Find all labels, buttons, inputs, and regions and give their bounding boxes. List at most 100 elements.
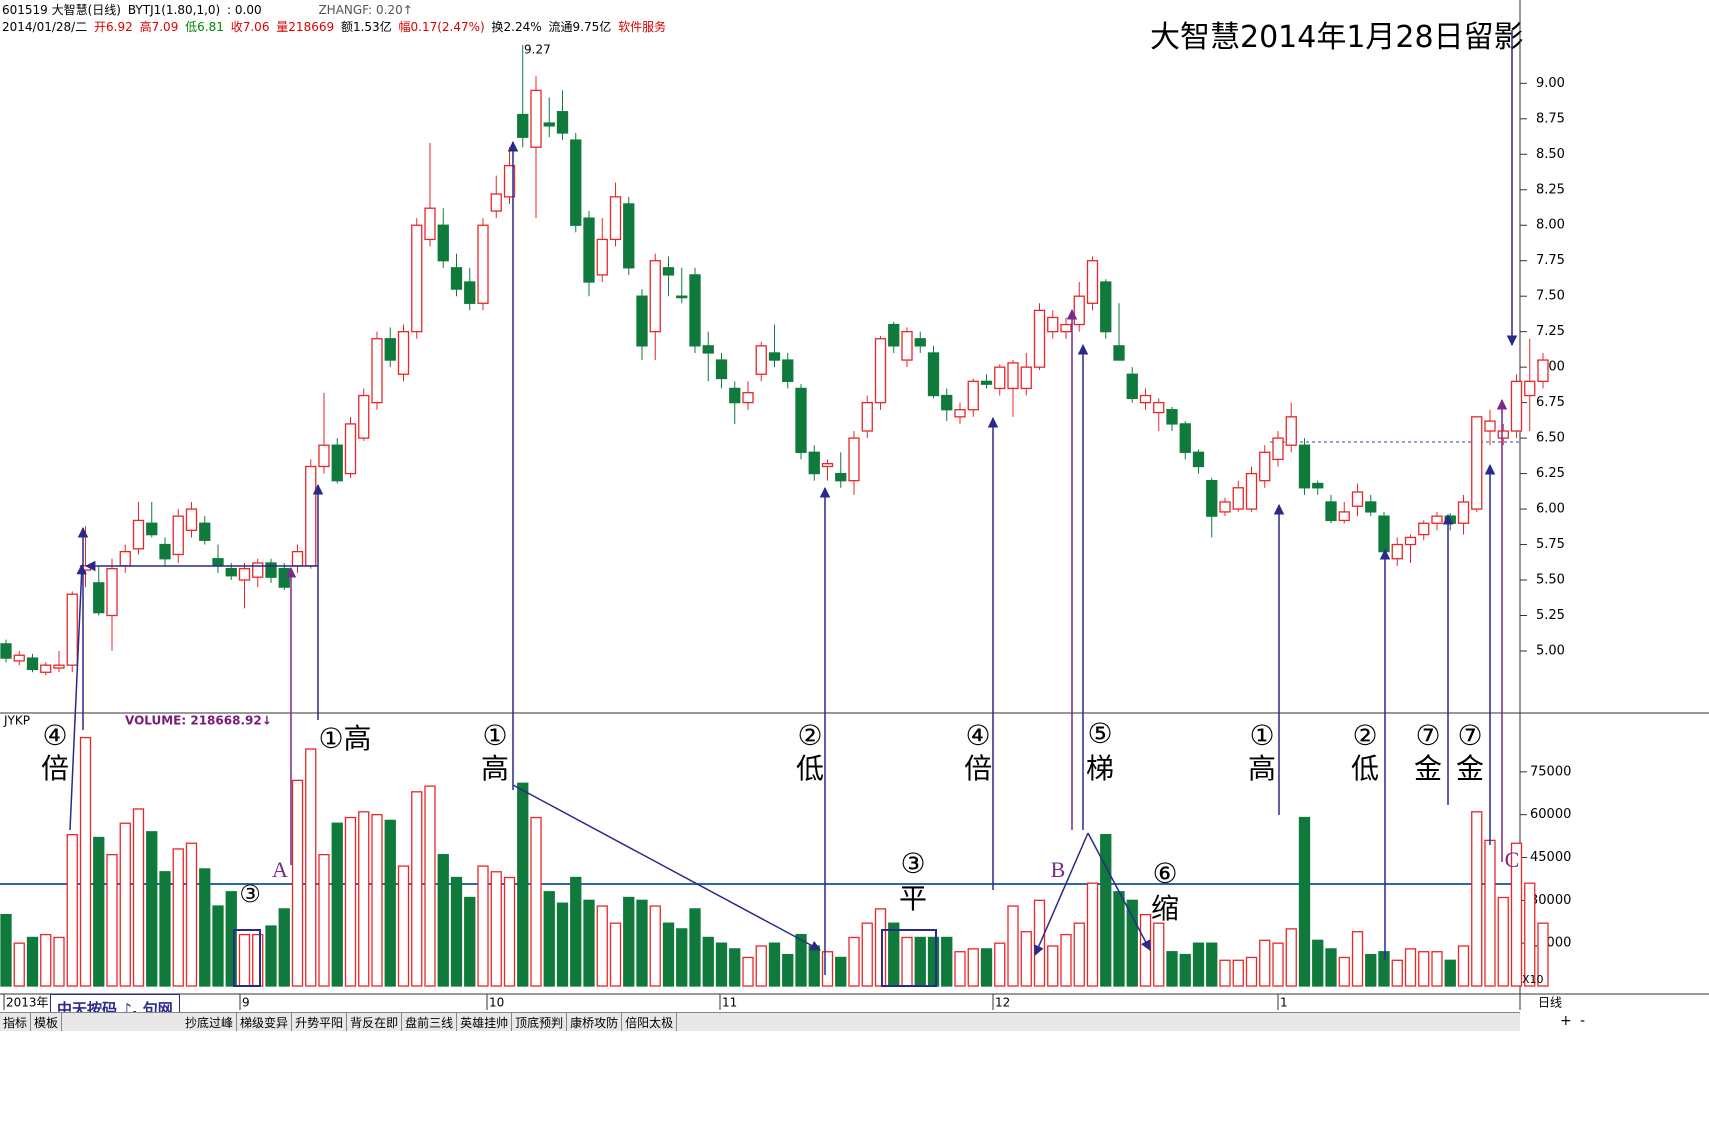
volume-bar (914, 936, 926, 987)
candle-body (927, 352, 940, 397)
control[interactable]: - (1580, 1013, 1585, 1029)
volume-bar (556, 902, 569, 987)
volume-bar (888, 922, 900, 987)
candle-body (795, 387, 807, 453)
volume-bar (795, 933, 807, 987)
candle-body (199, 522, 211, 541)
volume-bar (424, 785, 436, 987)
volume-bar (26, 936, 39, 987)
annotation: 倍 (964, 752, 992, 785)
tab[interactable]: 指标 (0, 1013, 32, 1031)
candle-body (1351, 491, 1364, 507)
volume-bar (1298, 816, 1311, 987)
volume-bar (1325, 948, 1337, 987)
annotation: ⑤ (1087, 717, 1112, 750)
tab[interactable]: 英雄挂帅 (457, 1013, 513, 1031)
month-label: 9 (242, 996, 250, 1010)
y-tick-label: 5.75 (1536, 537, 1565, 552)
annotation: ② (1352, 719, 1377, 752)
tab[interactable]: 模板 (31, 1013, 63, 1031)
tab[interactable]: 倍阳太极 (622, 1013, 678, 1031)
candle-body (556, 111, 569, 134)
volume-bar (623, 896, 635, 987)
tab[interactable]: 背反在即 (347, 1013, 403, 1031)
candle-body (1471, 416, 1483, 510)
tab[interactable]: 升势平阳 (292, 1013, 348, 1031)
candle-body (1298, 444, 1311, 489)
volume-bar (106, 853, 118, 987)
box (881, 929, 937, 987)
volume-label: JYKP (3, 714, 30, 728)
tab[interactable]: 梯级变异 (237, 1013, 293, 1031)
volume-bar (1245, 956, 1258, 987)
candle-body (583, 217, 595, 283)
candle-body (411, 224, 423, 333)
volume-bar (1232, 959, 1244, 987)
volume-bar (437, 853, 449, 987)
volume-bar (517, 782, 529, 987)
candle-body (1524, 380, 1536, 397)
title: 大智慧2014年1月28日留影 (1150, 20, 1524, 55)
candle-body (1457, 501, 1470, 524)
candle-body (225, 568, 237, 577)
y-tick-label: 8.00 (1536, 218, 1565, 233)
volume-tick-label: 15000 (1530, 936, 1571, 951)
sector: 软件服务 (618, 20, 667, 34)
candle-body (450, 267, 463, 290)
y-tick-label: 8.25 (1536, 182, 1565, 197)
candle-body (477, 224, 489, 304)
tab[interactable]: 抄底过峰 (182, 1013, 238, 1031)
candle-body (212, 558, 224, 567)
tab[interactable]: 康桥攻防 (567, 1013, 623, 1031)
candle-body (1338, 511, 1350, 522)
volume-bar (808, 945, 820, 987)
candle-body (848, 437, 860, 482)
volume-bar (901, 936, 913, 987)
candle-body (318, 444, 330, 468)
candle-body (53, 664, 65, 669)
y-tick-label: 5.25 (1536, 608, 1565, 623)
annotation: A (272, 857, 288, 882)
tab[interactable]: 顶底预判 (512, 1013, 568, 1031)
amount: 额1.53亿 (340, 20, 392, 34)
candle-body (570, 139, 582, 226)
candle-body (1073, 295, 1085, 326)
candle-body (132, 519, 145, 550)
volume-bar (93, 836, 105, 987)
close: 收7.06 (230, 20, 270, 34)
volume-bar (358, 811, 370, 987)
volume-bar (570, 876, 582, 987)
volume-bar (609, 922, 622, 987)
volume-bar (530, 816, 542, 987)
volume-bar (954, 951, 966, 987)
arrow (512, 784, 821, 951)
y-tick-label: 9.00 (1536, 76, 1565, 91)
annotation: ③ (239, 880, 261, 908)
candle-body (437, 224, 449, 262)
candle-body (1325, 501, 1337, 522)
volume-tick-label: 60000 (1530, 807, 1571, 822)
y-tick-label: 6.25 (1536, 466, 1565, 481)
month-label: 11 (722, 996, 737, 1010)
volume-bar (40, 933, 52, 987)
annotation: ④ (965, 719, 990, 752)
volume-bar (1391, 959, 1403, 987)
candle-body (358, 394, 370, 439)
control[interactable]: + (1560, 1013, 1572, 1029)
candle-body (835, 472, 847, 482)
candle-body (662, 267, 675, 276)
low: 低6.81 (185, 20, 224, 34)
volume-bar (1457, 945, 1470, 987)
volume-bar (1259, 939, 1271, 987)
candle-body (782, 359, 794, 382)
candle-body (808, 451, 820, 475)
candle-body (331, 444, 343, 482)
date: 2014/01/28/二 (2, 20, 88, 34)
candle-body (941, 394, 953, 411)
annotation: ⑦ (1415, 719, 1440, 752)
volume-bar (1060, 933, 1072, 987)
tab[interactable]: 盘前三线 (402, 1013, 458, 1031)
candle-body (729, 387, 741, 404)
volume-title: VOLUME: 218668.92↓ (125, 714, 272, 728)
header-line-2: 2014/01/28/二 开6.92 高7.09 低6.81 收7.06 量21… (2, 19, 669, 36)
